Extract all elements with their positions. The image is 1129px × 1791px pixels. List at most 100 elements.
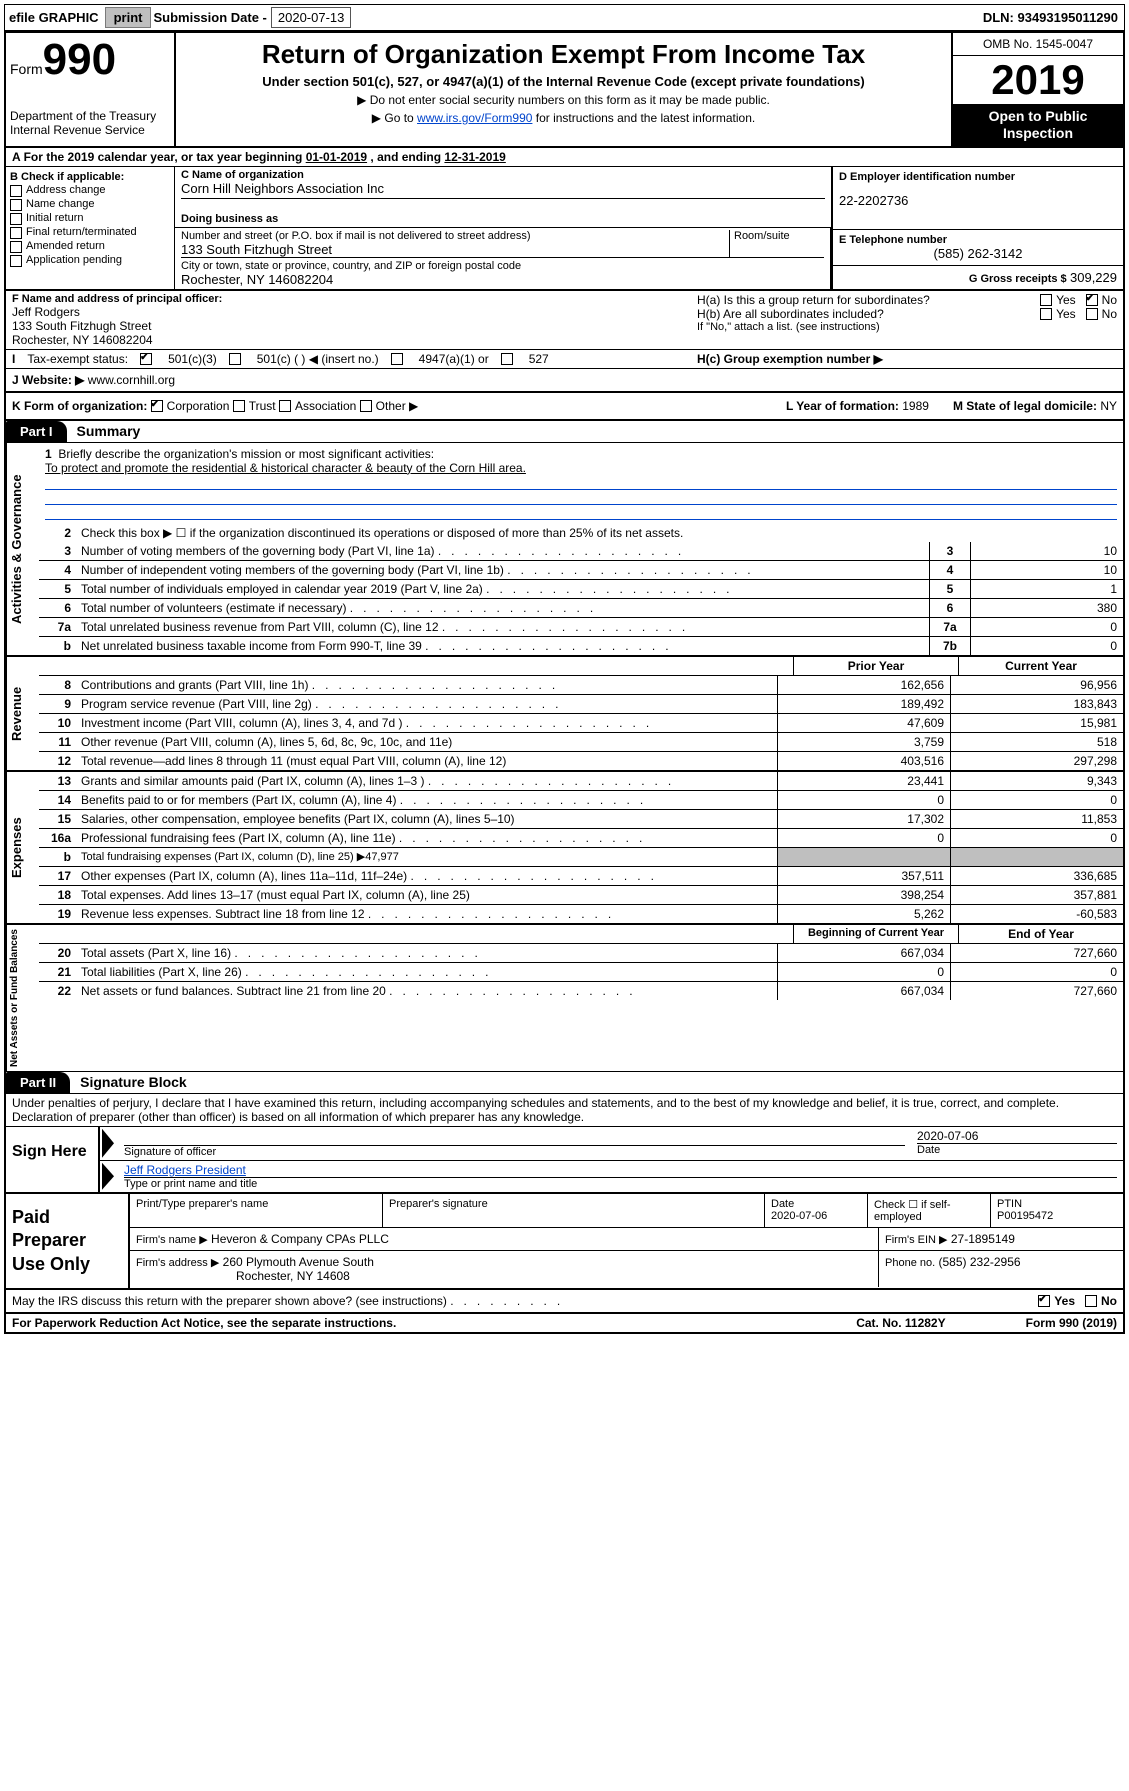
part-i-name: Summary [77, 423, 141, 439]
vlabel-activities: Activities & Governance [6, 443, 39, 655]
part-ii-name: Signature Block [80, 1074, 187, 1090]
chk-4947[interactable] [391, 353, 403, 365]
val-16ap: 0 [777, 829, 950, 847]
goto-note: Go to www.irs.gov/Form990 for instructio… [184, 111, 943, 125]
j-label: Website: ▶ [22, 373, 84, 387]
chk-trust[interactable] [233, 400, 245, 412]
val-8c: 96,956 [950, 676, 1123, 694]
line13-text: Grants and similar amounts paid (Part IX… [81, 774, 424, 788]
officer-print-name: Jeff Rodgers President [124, 1163, 1117, 1177]
ein-value: 22-2202736 [839, 193, 1117, 208]
b-item-1: Name change [26, 198, 95, 210]
section-a-period: A For the 2019 calendar year, or tax yea… [6, 148, 1123, 167]
hc-label: H(c) Group exemption number ▶ [697, 352, 883, 366]
prep-sig-hdr: Preparer's signature [383, 1194, 765, 1227]
b-item-0: Address change [26, 184, 106, 196]
k-opt-3: Other ▶ [376, 399, 419, 413]
prep-name-hdr: Print/Type preparer's name [130, 1194, 383, 1227]
val-12c: 297,298 [950, 752, 1123, 770]
print-name-label: Type or print name and title [124, 1177, 1117, 1190]
officer-street: 133 South Fitzhugh Street [12, 319, 685, 333]
open-public-badge: Open to Public Inspection [953, 104, 1123, 146]
val-17p: 357,511 [777, 867, 950, 885]
print-button[interactable]: print [105, 7, 152, 28]
vlabel-expenses: Expenses [6, 772, 39, 923]
part-ii-header: Part II Signature Block [6, 1072, 1123, 1094]
hb-label: H(b) Are all subordinates included? [697, 307, 1030, 321]
chk-final-return[interactable] [10, 227, 22, 239]
period-end: 12-31-2019 [444, 150, 505, 164]
line8-text: Contributions and grants (Part VIII, lin… [81, 678, 308, 692]
year-formation: 1989 [902, 399, 929, 413]
submission-date: 2020-07-13 [271, 7, 352, 28]
submission-label: Submission Date - [153, 10, 266, 25]
prep-selfemp-hdr: Check ☐ if self-employed [868, 1194, 991, 1227]
val-21c: 0 [950, 963, 1123, 981]
firm-addr2: Rochester, NY 14608 [236, 1269, 350, 1283]
line20-text: Total assets (Part X, line 16) [81, 946, 231, 960]
officer-name: Jeff Rodgers [12, 305, 685, 319]
val-11c: 518 [950, 733, 1123, 751]
efile-label: efile GRAPHIC [5, 10, 99, 25]
line5-text: Total number of individuals employed in … [81, 582, 483, 596]
return-subtitle: Under section 501(c), 527, or 4947(a)(1)… [184, 74, 943, 89]
chk-527[interactable] [501, 353, 513, 365]
val-16ac: 0 [950, 829, 1123, 847]
val-7a: 0 [970, 618, 1123, 636]
officer-city: Rochester, NY 146082204 [12, 333, 685, 347]
sig-of-officer-label: Signature of officer [124, 1145, 905, 1158]
col-current: Current Year [958, 657, 1123, 675]
f-label: F Name and address of principal officer: [12, 293, 685, 305]
ha-no[interactable] [1086, 294, 1098, 306]
addr-label: Number and street (or P.O. box if mail i… [181, 230, 729, 242]
col-end: End of Year [958, 925, 1123, 943]
line7b-text: Net unrelated business taxable income fr… [81, 639, 422, 653]
m-label: M State of legal domicile: [953, 399, 1097, 413]
firm-phone: (585) 232-2956 [939, 1255, 1021, 1269]
i-label: Tax-exempt status: [27, 352, 128, 366]
irs-link[interactable]: www.irs.gov/Form990 [417, 111, 532, 125]
e-label: E Telephone number [839, 234, 1117, 246]
city-label: City or town, state or province, country… [181, 260, 824, 272]
part-ii-tag: Part II [6, 1072, 70, 1093]
b-item-2: Initial return [26, 212, 83, 224]
tax-year: 2019 [953, 56, 1123, 104]
val-10p: 47,609 [777, 714, 950, 732]
form-title: Form990 [10, 35, 170, 85]
ha-yes[interactable] [1040, 294, 1052, 306]
chk-501c3[interactable] [140, 353, 152, 365]
chk-association[interactable] [279, 400, 291, 412]
prep-date: 2020-07-06 [771, 1210, 827, 1222]
state-domicile: NY [1100, 399, 1117, 413]
hb-no[interactable] [1086, 308, 1098, 320]
chk-amended-return[interactable] [10, 241, 22, 253]
chk-address-change[interactable] [10, 185, 22, 197]
hb-yes[interactable] [1040, 308, 1052, 320]
chk-other[interactable] [360, 400, 372, 412]
val-6: 380 [970, 599, 1123, 617]
b-item-3: Final return/terminated [26, 226, 137, 238]
line21-text: Total liabilities (Part X, line 26) [81, 965, 242, 979]
sig-date-label: Date [917, 1143, 1117, 1156]
d-label: D Employer identification number [839, 171, 1117, 183]
i-opt-1: 501(c) ( ) ◀ (insert no.) [257, 352, 379, 366]
val-9p: 189,492 [777, 695, 950, 713]
discuss-yes[interactable] [1038, 1295, 1050, 1307]
line17-text: Other expenses (Part IX, column (A), lin… [81, 869, 407, 883]
goto-pre: Go to [384, 111, 417, 125]
line22-text: Net assets or fund balances. Subtract li… [81, 984, 386, 998]
val-17c: 336,685 [950, 867, 1123, 885]
chk-initial-return[interactable] [10, 213, 22, 225]
val-15c: 11,853 [950, 810, 1123, 828]
chk-501c[interactable] [229, 353, 241, 365]
val-8p: 162,656 [777, 676, 950, 694]
chk-name-change[interactable] [10, 199, 22, 211]
chk-application-pending[interactable] [10, 255, 22, 267]
gross-receipts: 309,229 [1070, 270, 1117, 285]
form-990: Form990 Department of the Treasury Inter… [4, 31, 1125, 1334]
chk-corporation[interactable] [151, 400, 163, 412]
discuss-no[interactable] [1085, 1295, 1097, 1307]
ha-label: H(a) Is this a group return for subordin… [697, 293, 1030, 307]
line7a-text: Total unrelated business revenue from Pa… [81, 620, 439, 634]
vlabel-revenue: Revenue [6, 657, 39, 770]
